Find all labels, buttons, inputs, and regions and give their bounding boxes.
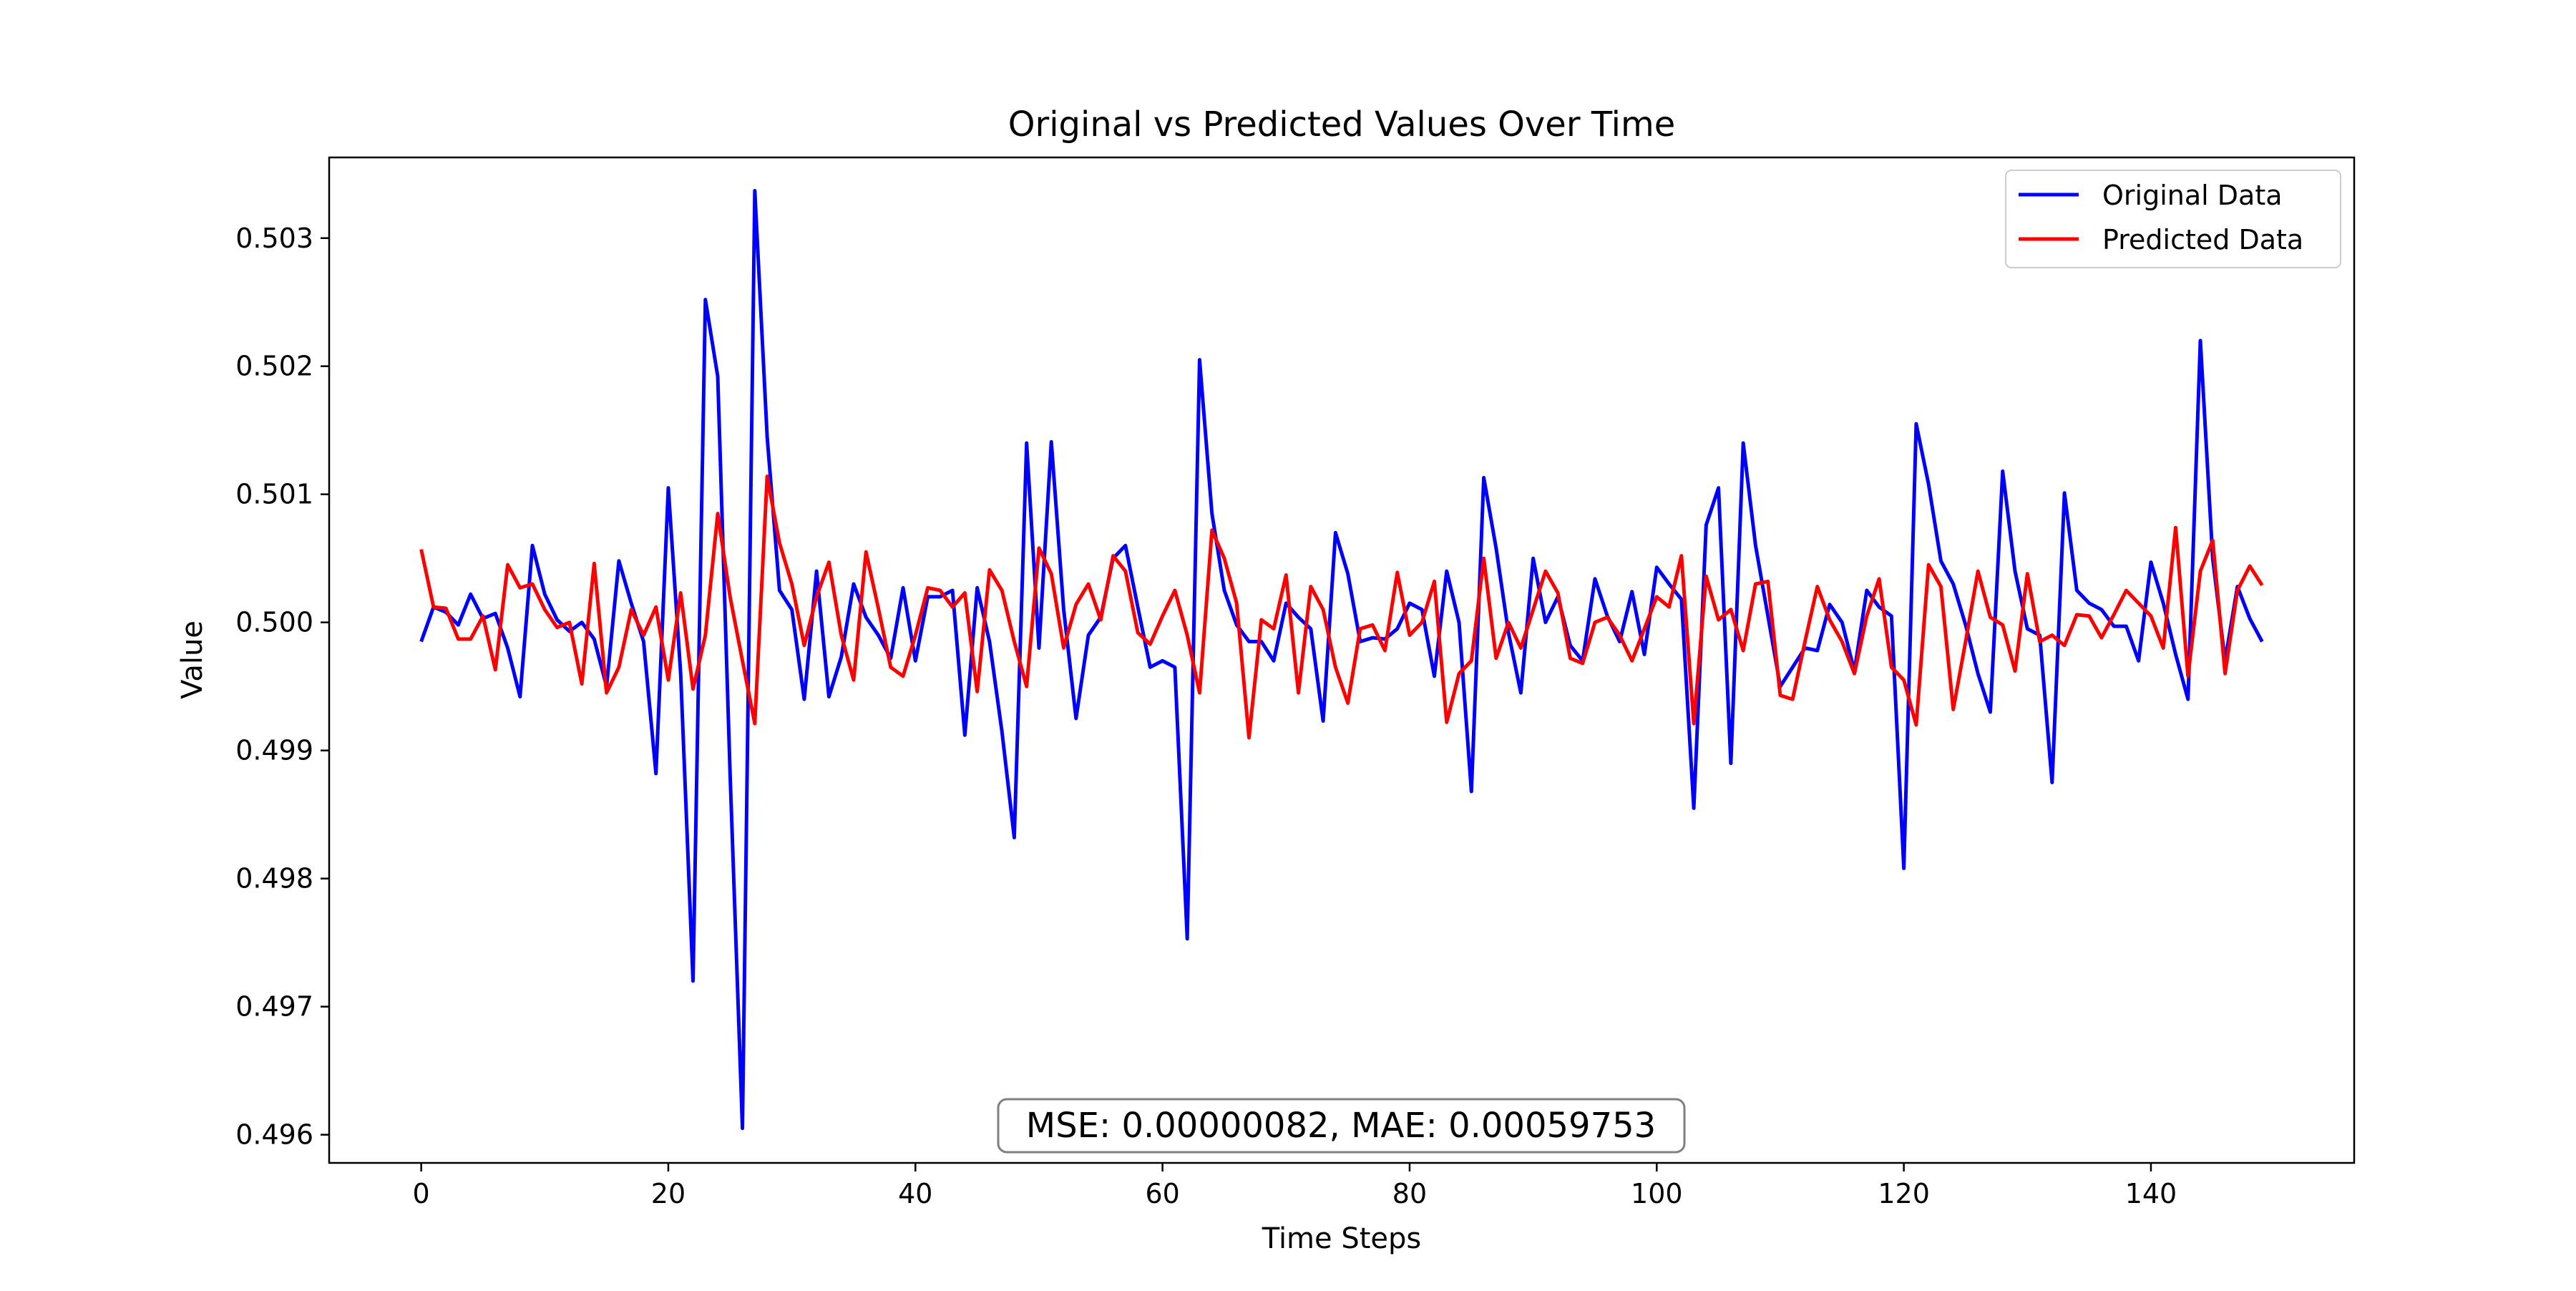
y-tick-label: 0.497: [235, 991, 313, 1023]
legend-box: [2005, 170, 2341, 268]
y-tick-label: 0.498: [235, 863, 313, 895]
y-axis-title: Value: [176, 620, 209, 699]
legend-label-predicted: Predicted Data: [2102, 224, 2303, 255]
legend-label-original: Original Data: [2102, 180, 2283, 211]
y-tick-label: 0.503: [235, 223, 313, 254]
metrics-annotation: MSE: 0.00000082, MAE: 0.00059753: [997, 1098, 1686, 1154]
legend: Original Data Predicted Data: [2005, 170, 2341, 268]
metrics-annotation-box: [997, 1098, 1686, 1154]
series-line-predicted: [419, 474, 2264, 740]
x-tick-label: 40: [898, 1178, 932, 1209]
y-tick-label: 0.499: [235, 735, 313, 766]
x-axis-title: Time Steps: [1262, 1222, 1422, 1255]
y-axis: 0.496 0.497 0.498 0.499 0.500 0.501 0.502 0.503: [235, 223, 329, 1151]
y-tick-label: 0.500: [235, 607, 313, 638]
x-tick-label: 140: [2125, 1178, 2177, 1209]
x-axis: 0 20 40 60 80 100 120 140: [413, 1163, 2177, 1209]
plot-area: [419, 189, 2264, 1131]
x-tick-label: 0: [413, 1178, 430, 1209]
x-tick-label: 60: [1145, 1178, 1179, 1209]
x-tick-label: 100: [1631, 1178, 1683, 1209]
y-tick-label: 0.502: [235, 351, 313, 382]
y-tick-label: 0.496: [235, 1119, 313, 1151]
x-tick-label: 120: [1878, 1178, 1930, 1209]
series-line-original: [419, 189, 2264, 1131]
chart-title: Original vs Predicted Values Over Time: [1008, 104, 1676, 145]
plot-frame: [328, 156, 2356, 1164]
x-tick-label: 80: [1392, 1178, 1427, 1209]
metrics-annotation-text: MSE: 0.00000082, MAE: 0.00059753: [1026, 1106, 1656, 1146]
y-tick-label: 0.501: [235, 479, 313, 510]
x-tick-label: 20: [651, 1178, 686, 1209]
